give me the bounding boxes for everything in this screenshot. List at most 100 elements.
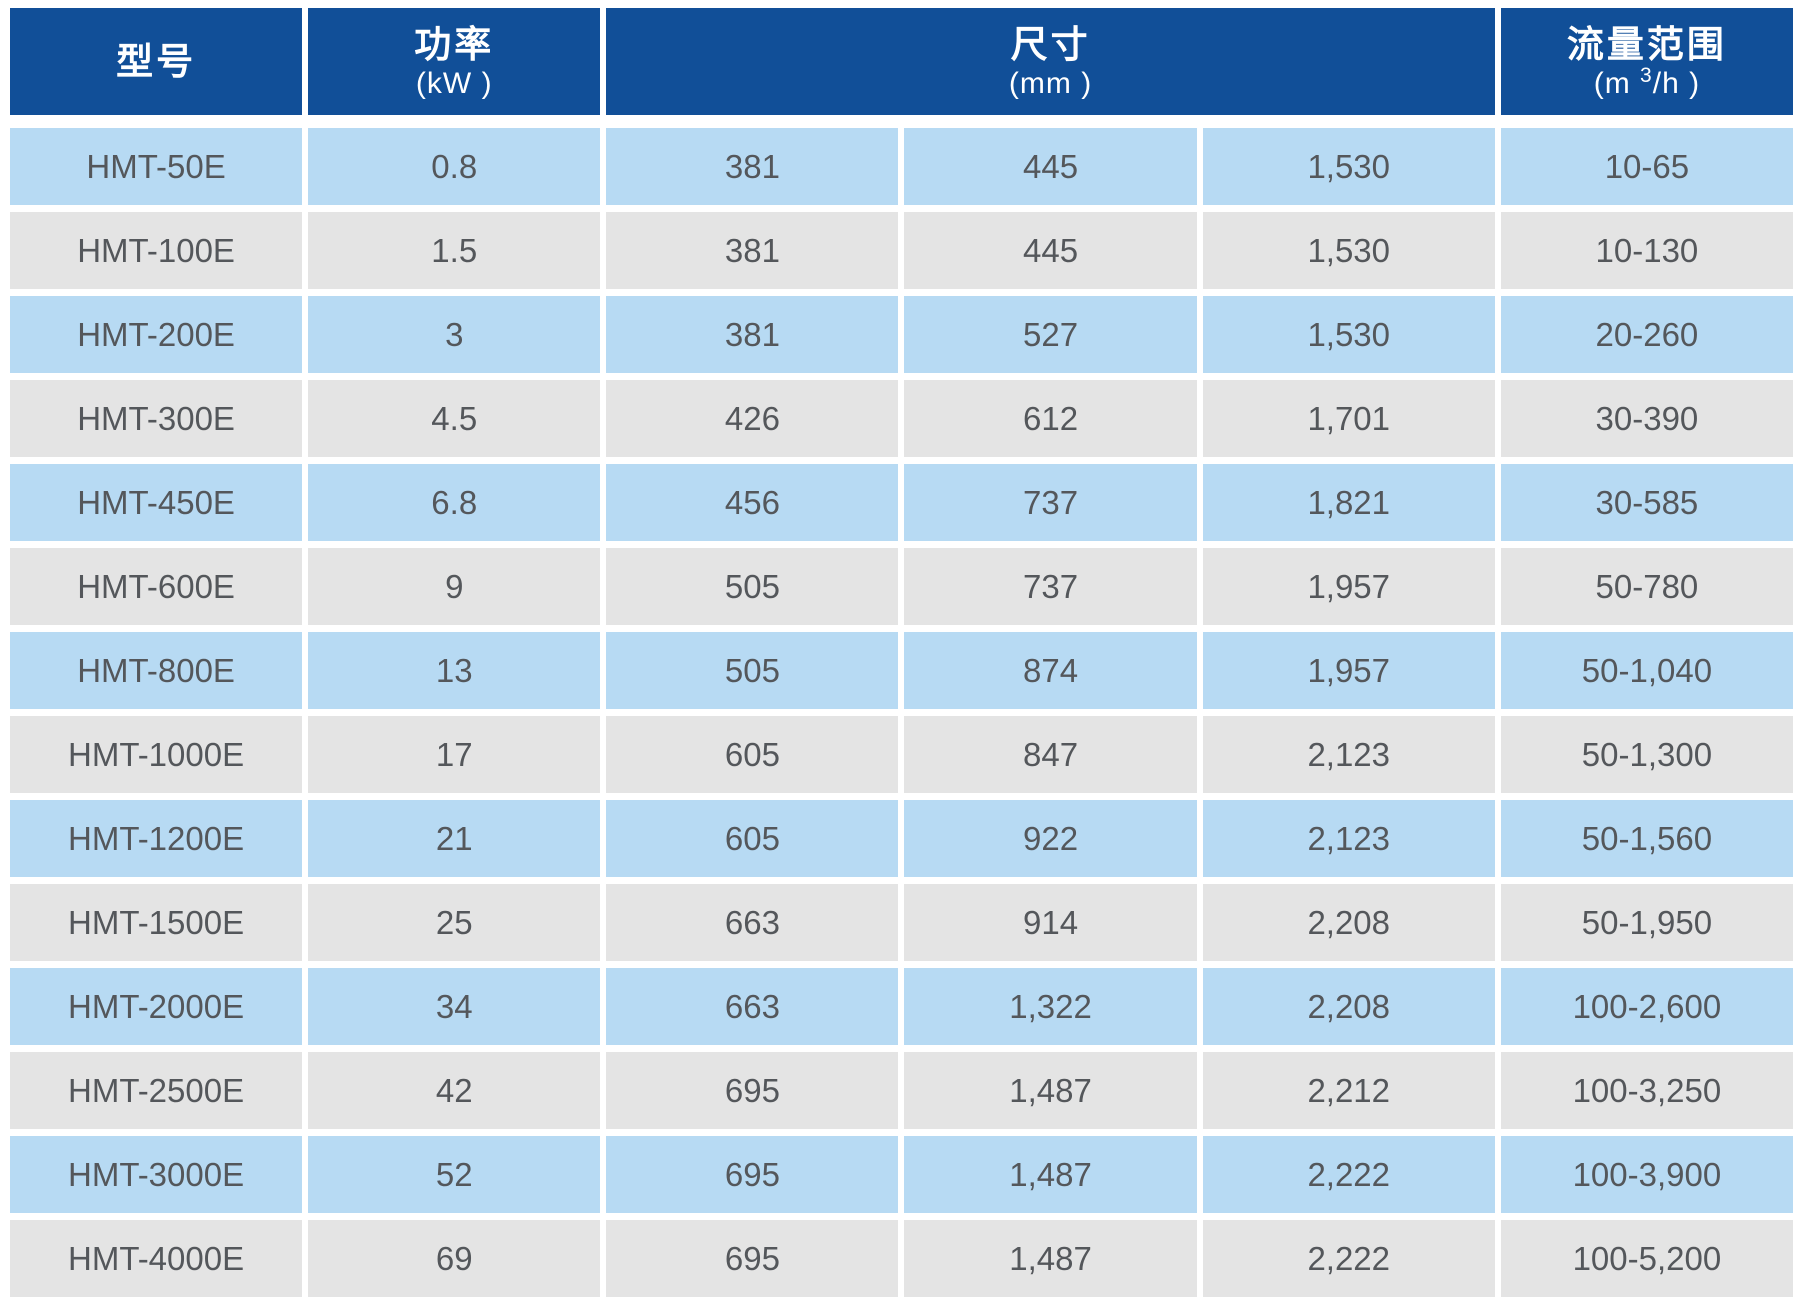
dim-cell: 505	[606, 548, 899, 625]
power-cell: 0.8	[308, 128, 601, 205]
dim-cell: 2,212	[1202, 1052, 1495, 1129]
model-cell: HMT-200E	[10, 296, 303, 373]
model-cell: HMT-1200E	[10, 800, 303, 877]
dim-cell: 1,530	[1202, 128, 1495, 205]
power-cell: 17	[308, 716, 601, 793]
dim-cell: 914	[904, 884, 1197, 961]
model-cell: HMT-2500E	[10, 1052, 303, 1129]
col-header-model-label: 型号	[116, 40, 197, 82]
model-cell: HMT-300E	[10, 380, 303, 457]
col-header-power-unit: (kW )	[415, 66, 493, 100]
dim-cell: 456	[606, 464, 899, 541]
dim-cell: 426	[606, 380, 899, 457]
flow-range-cell: 10-130	[1500, 212, 1793, 289]
flow-range-cell: 50-780	[1500, 548, 1793, 625]
model-cell: HMT-1500E	[10, 884, 303, 961]
dim-cell: 527	[904, 296, 1197, 373]
dim-cell: 737	[904, 464, 1197, 541]
col-header-power-label: 功率	[414, 23, 495, 65]
power-cell: 34	[308, 968, 601, 1045]
model-cell: HMT-50E	[10, 128, 303, 205]
dim-cell: 381	[606, 296, 899, 373]
dim-cell: 663	[606, 884, 899, 961]
flow-range-cell: 50-1,300	[1500, 716, 1793, 793]
dim-cell: 2,222	[1202, 1220, 1495, 1297]
dim-cell: 1,487	[904, 1136, 1197, 1213]
dim-cell: 695	[606, 1220, 899, 1297]
power-cell: 1.5	[308, 212, 601, 289]
dim-cell: 1,821	[1202, 464, 1495, 541]
col-header-flow: 流量范围 (m 3/h )	[1500, 8, 1793, 115]
flow-range-cell: 30-390	[1500, 380, 1793, 457]
col-header-size-label: 尺寸	[1010, 23, 1091, 65]
dim-cell: 1,701	[1202, 380, 1495, 457]
model-cell: HMT-2000E	[10, 968, 303, 1045]
flow-range-cell: 50-1,040	[1500, 632, 1793, 709]
power-cell: 9	[308, 548, 601, 625]
col-header-size: 尺寸 (mm )	[606, 8, 1495, 115]
dim-cell: 2,208	[1202, 884, 1495, 961]
power-cell: 52	[308, 1136, 601, 1213]
dim-cell: 2,123	[1202, 800, 1495, 877]
dim-cell: 2,208	[1202, 968, 1495, 1045]
flow-range-cell: 100-5,200	[1500, 1220, 1793, 1297]
power-cell: 4.5	[308, 380, 601, 457]
dim-cell: 737	[904, 548, 1197, 625]
dim-cell: 1,487	[904, 1052, 1197, 1129]
dim-cell: 1,530	[1202, 212, 1495, 289]
dim-cell: 847	[904, 716, 1197, 793]
power-cell: 13	[308, 632, 601, 709]
dim-cell: 612	[904, 380, 1197, 457]
dim-cell: 1,957	[1202, 632, 1495, 709]
dim-cell: 445	[904, 128, 1197, 205]
dim-cell: 663	[606, 968, 899, 1045]
table-body: HMT-50E 0.8 381 445 1,530 10-65 HMT-100E 1.5 381…	[10, 128, 1793, 1297]
dim-cell: 922	[904, 800, 1197, 877]
dim-cell: 445	[904, 212, 1197, 289]
dim-cell: 695	[606, 1052, 899, 1129]
power-cell: 25	[308, 884, 601, 961]
dim-cell: 695	[606, 1136, 899, 1213]
col-header-power: 功率 (kW )	[308, 8, 601, 115]
model-cell: HMT-100E	[10, 212, 303, 289]
dim-cell: 1,322	[904, 968, 1197, 1045]
model-cell: HMT-600E	[10, 548, 303, 625]
power-cell: 3	[308, 296, 601, 373]
dim-cell: 605	[606, 800, 899, 877]
col-header-size-unit: (mm )	[1008, 66, 1093, 100]
dim-cell: 2,123	[1202, 716, 1495, 793]
col-header-flow-label: 流量范围	[1566, 23, 1727, 65]
flow-range-cell: 10-65	[1500, 128, 1793, 205]
model-cell: HMT-450E	[10, 464, 303, 541]
flow-range-cell: 20-260	[1500, 296, 1793, 373]
flow-range-cell: 50-1,950	[1500, 884, 1793, 961]
dim-cell: 505	[606, 632, 899, 709]
dim-cell: 605	[606, 716, 899, 793]
flow-unit-suffix: /h )	[1652, 66, 1701, 100]
power-cell: 21	[308, 800, 601, 877]
model-cell: HMT-800E	[10, 632, 303, 709]
flow-range-cell: 50-1,560	[1500, 800, 1793, 877]
model-cell: HMT-4000E	[10, 1220, 303, 1297]
flow-unit-prefix: (m	[1593, 66, 1641, 100]
power-cell: 69	[308, 1220, 601, 1297]
table-header: 型号 功率 (kW ) 尺寸 (mm ) 流量范围 (m 3/h )	[10, 8, 1793, 115]
model-cell: HMT-1000E	[10, 716, 303, 793]
dim-cell: 874	[904, 632, 1197, 709]
dim-cell: 1,487	[904, 1220, 1197, 1297]
flow-range-cell: 100-3,900	[1500, 1136, 1793, 1213]
dim-cell: 2,222	[1202, 1136, 1495, 1213]
dim-cell: 381	[606, 128, 899, 205]
col-header-model: 型号	[10, 8, 303, 115]
flow-range-cell: 30-585	[1500, 464, 1793, 541]
dim-cell: 381	[606, 212, 899, 289]
flow-range-cell: 100-2,600	[1500, 968, 1793, 1045]
col-header-flow-unit: (m 3/h )	[1593, 63, 1701, 102]
dim-cell: 1,530	[1202, 296, 1495, 373]
dim-cell: 1,957	[1202, 548, 1495, 625]
power-cell: 42	[308, 1052, 601, 1129]
power-cell: 6.8	[308, 464, 601, 541]
flow-range-cell: 100-3,250	[1500, 1052, 1793, 1129]
flow-unit-superscript: 3	[1640, 63, 1653, 87]
